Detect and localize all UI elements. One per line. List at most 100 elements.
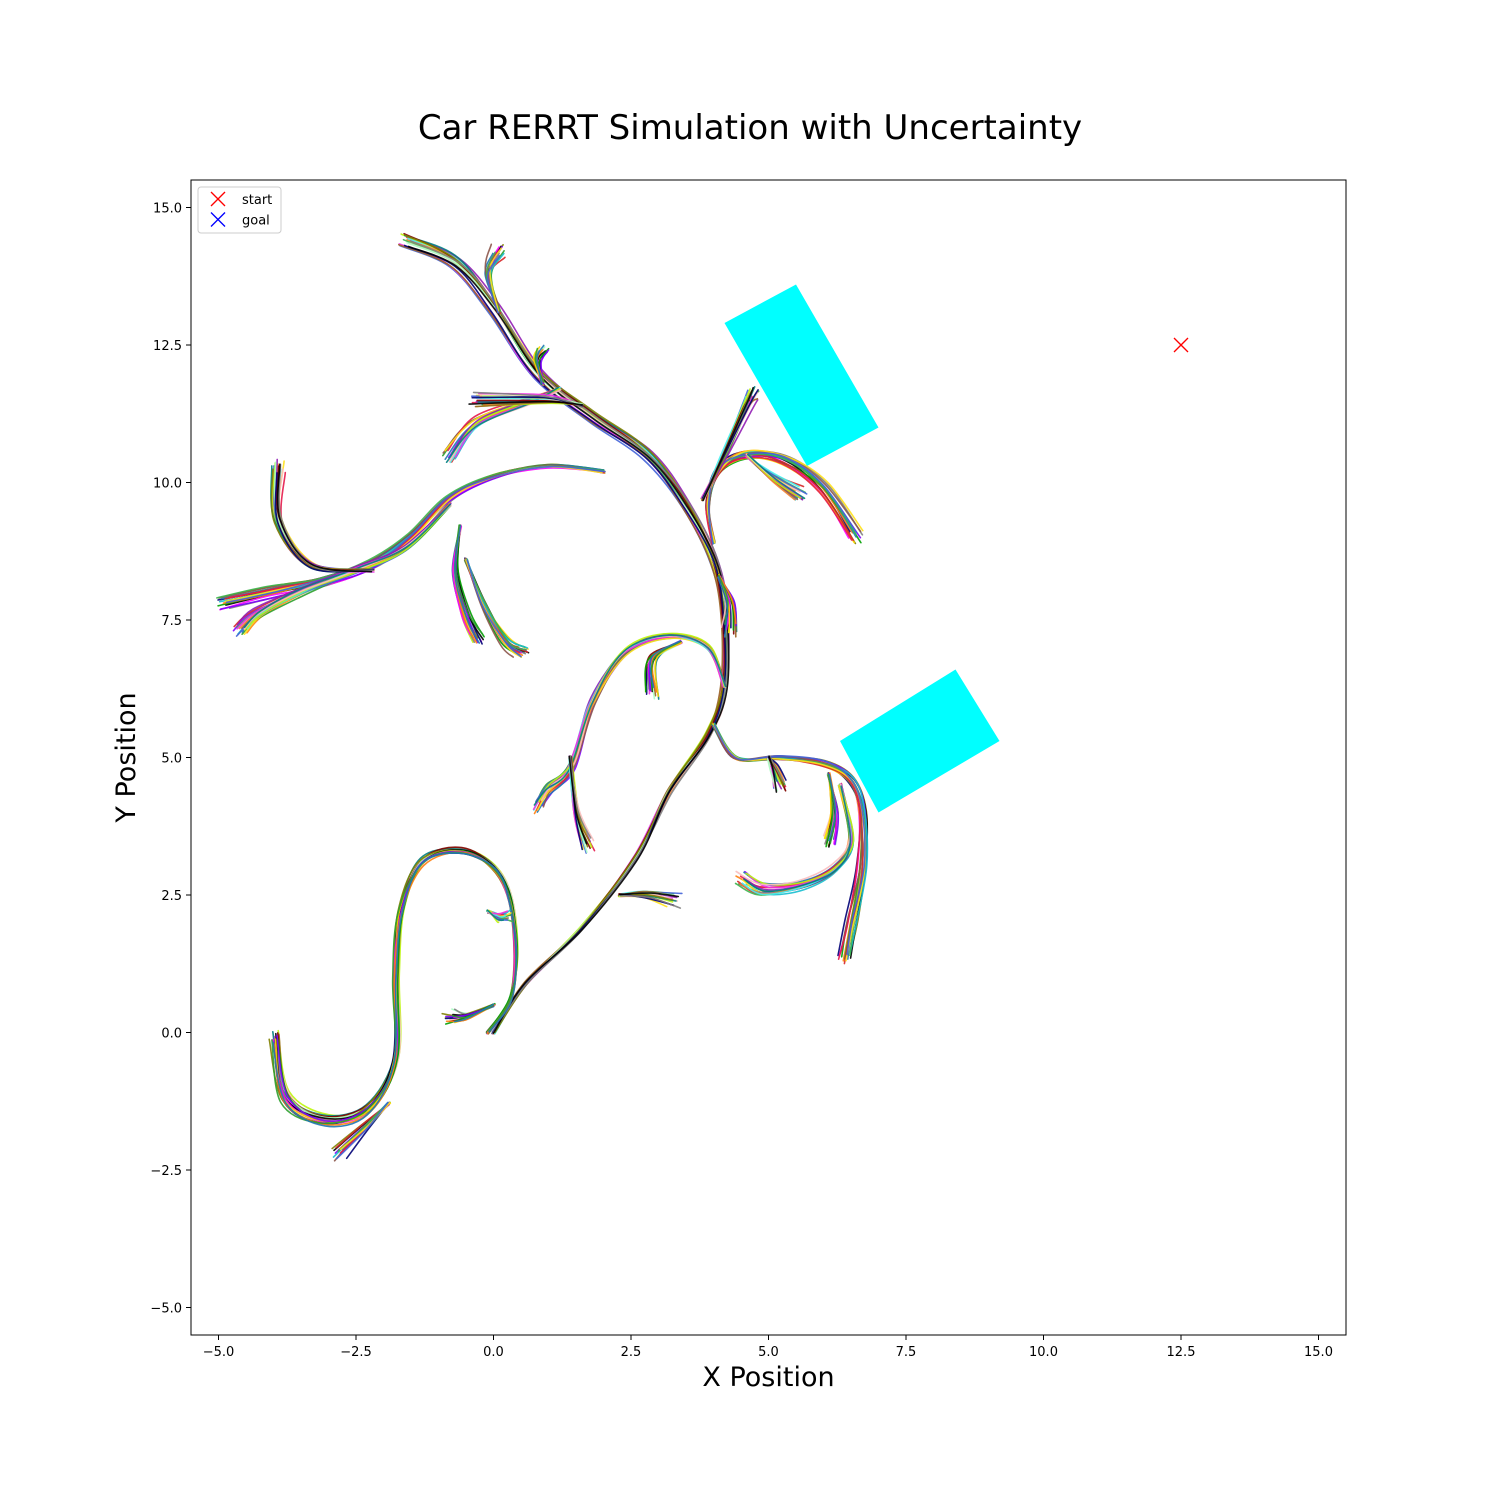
x-tick-label: −5.0 — [203, 1345, 235, 1360]
trajectory-line — [339, 1101, 391, 1151]
trajectory-line — [274, 458, 375, 571]
trajectory-line — [568, 755, 588, 845]
trajectory-line — [569, 755, 592, 839]
trajectory-line — [216, 465, 605, 599]
trajectory-bundle-16 — [232, 502, 452, 637]
trajectory-line — [486, 255, 501, 314]
start-marker-icon — [210, 191, 226, 207]
trajectory-line — [273, 851, 517, 1126]
y-tick-label: 12.5 — [153, 339, 182, 354]
x-tick-label: 10.0 — [1029, 1345, 1058, 1360]
trajectory-line — [486, 909, 505, 922]
trajectory-line — [244, 505, 451, 631]
trajectory-line — [718, 574, 729, 625]
x-tick-label: 2.5 — [621, 1345, 642, 1360]
x-tick-label: 7.5 — [896, 1345, 917, 1360]
start-marker — [1173, 337, 1189, 353]
trajectory-bundles — [216, 232, 869, 1162]
trajectory-line — [828, 773, 837, 842]
x-axis-ticks: −5.0 −2.5 0.0 2.5 5.0 7.5 10.0 12.5 15.0 — [203, 1335, 1333, 1360]
obstacles-layer — [724, 284, 1000, 813]
trajectory-line — [271, 462, 373, 571]
y-tick-label: 10.0 — [153, 477, 182, 492]
trajectory-line — [276, 468, 373, 573]
trajectory-bundle-26 — [441, 1002, 496, 1025]
trajectory-line — [270, 465, 373, 572]
trajectory-line — [272, 852, 518, 1128]
y-tick-label: −2.5 — [150, 1164, 182, 1179]
trajectory-line — [536, 637, 726, 813]
trajectory-line — [273, 461, 372, 572]
trajectory-line — [747, 453, 806, 500]
x-axis-label: X Position — [702, 1362, 834, 1393]
trajectory-line — [271, 470, 375, 573]
trajectory-line — [275, 463, 372, 572]
trajectory-line — [719, 575, 737, 625]
chart-title: Car RERRT Simulation with Uncertainty — [418, 108, 1082, 148]
y-tick-label: 2.5 — [161, 889, 182, 904]
y-tick-label: 7.5 — [161, 614, 182, 629]
trajectory-bundle-6 — [644, 639, 683, 700]
trajectory-line — [619, 894, 682, 909]
trajectory-bundle-24 — [486, 909, 514, 924]
y-tick-label: −5.0 — [150, 1302, 182, 1317]
trajectory-bundle-18 — [451, 524, 485, 645]
trajectory-bundle-12 — [744, 452, 808, 501]
trajectory-line — [649, 640, 681, 688]
trajectory-line — [705, 456, 853, 545]
trajectory-line — [273, 465, 375, 570]
obstacle-1 — [724, 284, 879, 466]
trajectory-line — [746, 455, 802, 499]
trajectory-bundle-14 — [717, 573, 738, 638]
trajectory-line — [533, 634, 727, 806]
trajectory-line — [466, 559, 522, 658]
trajectory-bundle-20 — [442, 386, 562, 464]
trajectory-line — [533, 636, 725, 815]
trajectory-line — [273, 471, 372, 573]
x-tick-label: −2.5 — [340, 1345, 372, 1360]
trajectory-line — [276, 465, 373, 571]
trajectory-line — [743, 785, 852, 893]
trajectory-bundle-7 — [711, 722, 869, 965]
legend-marker — [210, 212, 226, 227]
trajectory-line — [706, 449, 864, 544]
x-tick-label: 5.0 — [758, 1345, 779, 1360]
markers-layer — [1173, 337, 1189, 353]
trajectory-line — [453, 525, 481, 644]
trajectory-line — [236, 503, 452, 626]
y-tick-label: 0.0 — [161, 1027, 182, 1042]
trajectory-line — [717, 576, 729, 638]
trajectory-bundle-11 — [705, 449, 864, 545]
legend-entry-goal: goal — [210, 212, 270, 229]
legend-entry-start: start — [210, 191, 272, 208]
x-tick-label: 12.5 — [1167, 1345, 1196, 1360]
x-tick-label: 15.0 — [1304, 1345, 1333, 1360]
trajectory-line — [769, 755, 785, 783]
trajectory-line — [536, 636, 726, 811]
trajectory-line — [536, 344, 545, 385]
trajectory-line — [534, 347, 545, 383]
trajectory-line — [276, 463, 373, 573]
trajectory-bundle-23 — [484, 243, 506, 315]
trajectory-line — [225, 465, 606, 604]
trajectory-bundle-22 — [532, 344, 550, 386]
trajectory-bundle-3 — [331, 1101, 392, 1162]
trajectory-line — [270, 468, 374, 572]
trajectory-bundle-25 — [617, 890, 683, 909]
trajectory-bundle-2 — [268, 846, 519, 1128]
trajectory-line — [277, 468, 375, 572]
trajectory-line — [707, 452, 858, 545]
legend-label-goal: goal — [242, 214, 270, 229]
trajectory-line — [745, 784, 855, 896]
trajectory-line — [654, 642, 683, 697]
trajectory-line — [454, 388, 561, 458]
trajectory-line — [536, 637, 726, 811]
trajectory-bundle-4 — [532, 632, 727, 815]
trajectory-line — [275, 466, 375, 572]
trajectory-line — [464, 558, 527, 651]
goal-marker-icon — [210, 212, 226, 227]
trajectory-line — [336, 1101, 389, 1160]
trajectory-bundle-10 — [822, 772, 840, 848]
y-tick-label: 15.0 — [153, 202, 182, 217]
